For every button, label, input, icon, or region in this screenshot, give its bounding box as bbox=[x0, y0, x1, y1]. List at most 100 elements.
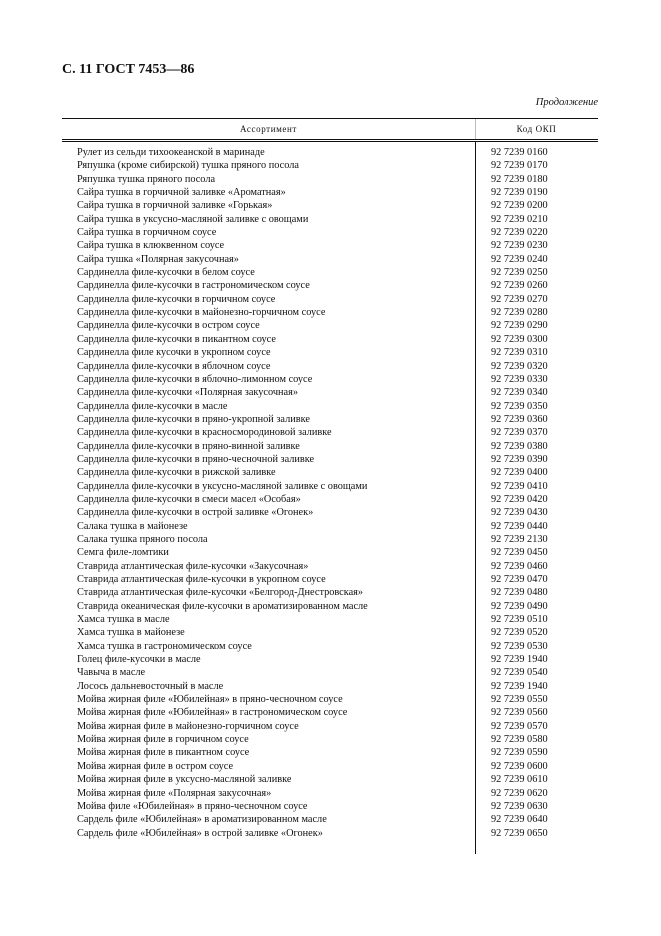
okp-code-cell: 92 7239 0600 bbox=[491, 760, 548, 772]
okp-code-cell: 92 7239 0180 bbox=[491, 173, 548, 185]
assortment-cell: Салака тушка в майонезе bbox=[77, 520, 188, 532]
table-row: Мойва жирная филе в майонезно-горчичном … bbox=[62, 720, 598, 733]
assortment-cell: Ряпушка (кроме сибирской) тушка пряного … bbox=[77, 160, 299, 172]
okp-code-cell: 92 7239 0270 bbox=[491, 293, 548, 305]
okp-code-cell: 92 7239 0390 bbox=[491, 453, 548, 465]
assortment-cell: Сардинелла филе-кусочки в гастрономическ… bbox=[77, 280, 310, 292]
assortment-cell: Салака тушка пряного посола bbox=[77, 533, 208, 545]
assortment-cell: Хамса тушка в масле bbox=[77, 614, 170, 626]
table-row: Мойва жирная филе «Полярная закусочная» 9… bbox=[62, 787, 598, 800]
assortment-table: Ассортимент Код ОКП Рулет из сельди тихо… bbox=[62, 118, 598, 854]
assortment-cell: Сардинелла филе-кусочки в смеси масел «О… bbox=[77, 493, 301, 505]
okp-code-cell: 92 7239 1940 bbox=[491, 680, 548, 692]
table-row: Сайра тушка в клюквенном соусе 92 7239 02… bbox=[62, 239, 598, 252]
okp-code-cell: 92 7239 0230 bbox=[491, 240, 548, 252]
column-divider bbox=[475, 142, 476, 854]
okp-code-cell: 92 7239 0320 bbox=[491, 360, 548, 372]
assortment-cell: Мойва жирная филе в майонезно-горчичном … bbox=[77, 720, 299, 732]
assortment-cell: Сардинелла филе-кусочки в яблочно-лимонн… bbox=[77, 373, 313, 385]
okp-code-cell: 92 7239 0240 bbox=[491, 253, 548, 265]
okp-code-cell: 92 7239 0330 bbox=[491, 373, 548, 385]
okp-code-cell: 92 7239 0610 bbox=[491, 774, 548, 786]
table-row: Сардель филе «Юбилейная» в острой заливк… bbox=[62, 827, 598, 840]
assortment-cell: Сайра тушка в уксусно-масляной заливке с… bbox=[77, 213, 309, 225]
okp-code-cell: 92 7239 0490 bbox=[491, 600, 548, 612]
okp-code-cell: 92 7239 0260 bbox=[491, 280, 548, 292]
okp-code-cell: 92 7239 0410 bbox=[491, 480, 548, 492]
table-row: Голец филе-кусочки в масле 92 7239 1940 bbox=[62, 653, 598, 666]
assortment-cell: Сардинелла филе-кусочки в уксусно-маслян… bbox=[77, 480, 368, 492]
okp-code-cell: 92 7239 0620 bbox=[491, 787, 548, 799]
assortment-cell: Мойва жирная филе в горчичном соусе bbox=[77, 734, 249, 746]
assortment-cell: Сардинелла филе-кусочки в пикантном соус… bbox=[77, 333, 276, 345]
table-row: Чавыча в масле 92 7239 0540 bbox=[62, 666, 598, 679]
assortment-cell: Ставрида океаническая филе-кусочки в аро… bbox=[77, 600, 368, 612]
table-body: Рулет из сельди тихоокеанской в маринаде… bbox=[62, 142, 598, 854]
assortment-cell: Сардинелла филе-кусочки в белом соусе bbox=[77, 267, 255, 279]
okp-code-cell: 92 7239 1940 bbox=[491, 654, 548, 666]
table-row: Мойва филе «Юбилейная» в пряно-чесночном… bbox=[62, 800, 598, 813]
table-row: Хамса тушка в масле 92 7239 0510 bbox=[62, 613, 598, 626]
table-row: Сардинелла филе-кусочки в яблочно-лимонн… bbox=[62, 373, 598, 386]
assortment-cell: Сардинелла филе-кусочки в масле bbox=[77, 400, 228, 412]
okp-code-cell: 92 7239 0530 bbox=[491, 640, 548, 652]
table-row: Мойва жирная филе в горчичном соусе 92 72… bbox=[62, 733, 598, 746]
okp-code-cell: 92 7239 0450 bbox=[491, 547, 548, 559]
table-row: Сардинелла филе-кусочки в белом соусе 92 … bbox=[62, 266, 598, 279]
okp-code-cell: 92 7239 0370 bbox=[491, 427, 548, 439]
okp-code-cell: 92 7239 0540 bbox=[491, 667, 548, 679]
table-row: Сардель филе «Юбилейная» в ароматизирова… bbox=[62, 813, 598, 826]
okp-code-cell: 92 7239 0200 bbox=[491, 200, 548, 212]
okp-code-cell: 92 7239 2130 bbox=[491, 533, 548, 545]
assortment-cell: Сардель филе «Юбилейная» в острой заливк… bbox=[77, 827, 323, 839]
table-row: Сардинелла филе-кусочки в остром соусе 92… bbox=[62, 319, 598, 332]
assortment-cell: Сардинелла филе кусочки в укропном соусе bbox=[77, 347, 271, 359]
okp-code-cell: 92 7239 0380 bbox=[491, 440, 548, 452]
page-header-title: С. 11 ГОСТ 7453—86 bbox=[62, 62, 195, 77]
okp-code-cell: 92 7239 0310 bbox=[491, 347, 548, 359]
okp-code-cell: 92 7239 0340 bbox=[491, 387, 548, 399]
table-row: Семга филе-ломтики 92 7239 0450 bbox=[62, 546, 598, 559]
assortment-cell: Семга филе-ломтики bbox=[77, 547, 169, 559]
assortment-cell: Чавыча в масле bbox=[77, 667, 146, 679]
table-row: Сардинелла филе-кусочки в пряно-укропной… bbox=[62, 413, 598, 426]
assortment-cell: Сардинелла филе-кусочки в рижской заливк… bbox=[77, 467, 276, 479]
table-row: Сардинелла филе-кусочки в смеси масел «О… bbox=[62, 493, 598, 506]
okp-code-cell: 92 7239 0460 bbox=[491, 560, 548, 572]
table-row: Сардинелла филе-кусочки «Полярная закусо… bbox=[62, 386, 598, 399]
assortment-cell: Сайра тушка «Полярная закусочная» bbox=[77, 253, 239, 265]
assortment-cell: Сардинелла филе-кусочки в пряно-чесночно… bbox=[77, 453, 315, 465]
table-row: Сайра тушка «Полярная закусочная» 92 7239… bbox=[62, 253, 598, 266]
assortment-cell: Сардинелла филе-кусочки в майонезно-горч… bbox=[77, 307, 326, 319]
okp-code-cell: 92 7239 0470 bbox=[491, 574, 548, 585]
assortment-cell: Сардинелла филе-кусочки в горчичном соус… bbox=[77, 293, 276, 305]
okp-code-cell: 92 7239 0420 bbox=[491, 493, 548, 505]
table-row: Мойва жирная филе в уксусно-масляной зал… bbox=[62, 773, 598, 786]
okp-code-cell: 92 7239 0480 bbox=[491, 587, 548, 599]
table-row: Ряпушка (кроме сибирской) тушка пряного … bbox=[62, 159, 598, 172]
assortment-cell: Сардинелла филе-кусочки в пряно-винной з… bbox=[77, 440, 300, 452]
okp-code-cell: 92 7239 0210 bbox=[491, 213, 548, 225]
table-row: Сардинелла филе-кусочки в майонезно-горч… bbox=[62, 306, 598, 319]
column-header-okp-code: Код ОКП bbox=[516, 124, 557, 134]
okp-code-cell: 92 7239 0440 bbox=[491, 520, 548, 532]
table-row: Мойва жирная филе в пикантном соусе 92 72… bbox=[62, 746, 598, 759]
okp-code-cell: 92 7239 0220 bbox=[491, 227, 548, 239]
okp-code-cell: 92 7239 0290 bbox=[491, 320, 548, 332]
table-row: Рулет из сельди тихоокеанской в маринаде… bbox=[62, 146, 598, 159]
table-row: Мойва жирная филе «Юбилейная» в пряно-че… bbox=[62, 693, 598, 706]
table-row: Сардинелла филе-кусочки в яблочном соусе… bbox=[62, 360, 598, 373]
table-row: Сайра тушка в горчичной заливке «Горькая… bbox=[62, 199, 598, 212]
assortment-cell: Мойва жирная филе «Юбилейная» в гастроно… bbox=[77, 707, 348, 719]
assortment-cell: Мойва филе «Юбилейная» в пряно-чесночном… bbox=[77, 800, 308, 812]
okp-code-cell: 92 7239 0280 bbox=[491, 307, 548, 319]
assortment-cell: Сайра тушка в горчичной заливке «Ароматн… bbox=[77, 187, 286, 199]
table-row: Хамса тушка в гастрономическом соусе 92 7… bbox=[62, 640, 598, 653]
table-row: Ставрида атлантическая филе-кусочки «Бел… bbox=[62, 586, 598, 599]
table-row: Сардинелла филе-кусочки в горчичном соус… bbox=[62, 293, 598, 306]
assortment-cell: Сардинелла филе-кусочки в красносмородин… bbox=[77, 427, 332, 439]
table-row: Сардинелла филе-кусочки в пикантном соус… bbox=[62, 333, 598, 346]
table-row: Ряпушка тушка пряного посола 92 7239 0180 bbox=[62, 173, 598, 186]
assortment-cell: Мойва жирная филе «Полярная закусочная» bbox=[77, 787, 272, 799]
table-row: Сардинелла филе-кусочки в острой заливке… bbox=[62, 506, 598, 519]
